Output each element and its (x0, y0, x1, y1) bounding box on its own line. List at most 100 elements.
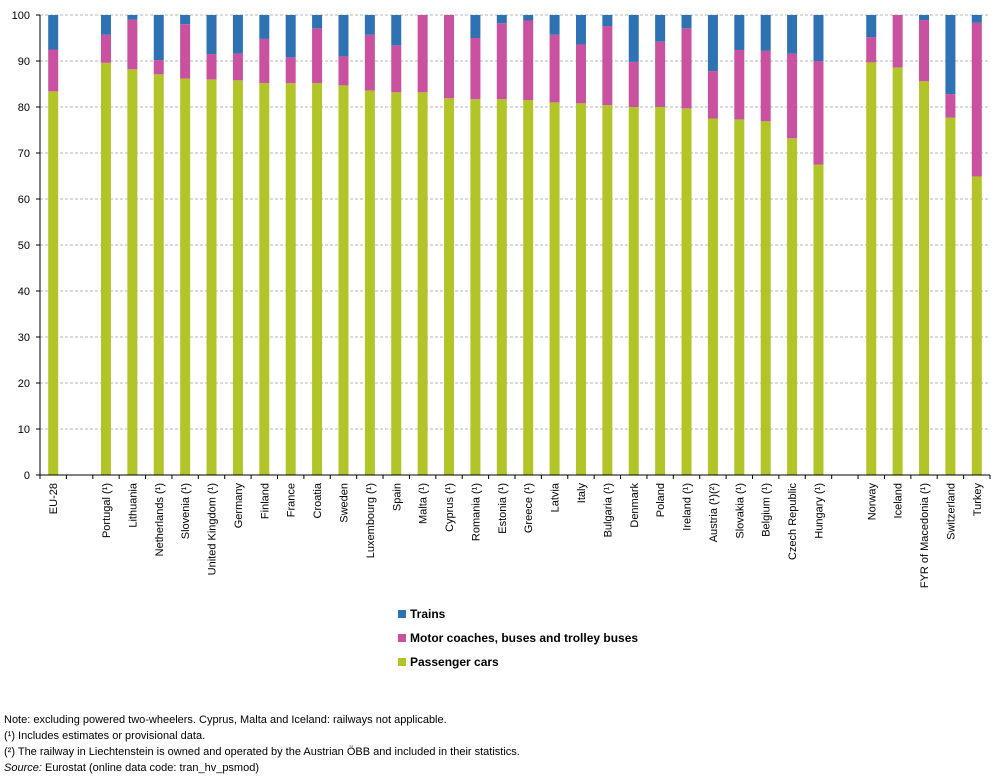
bar-segment (153, 74, 164, 475)
bar-segment (602, 105, 613, 475)
bar-segment (655, 15, 666, 42)
bar-segment (787, 138, 798, 475)
bar-segment (285, 57, 296, 84)
bar-segment (523, 15, 534, 21)
bar-segment (655, 41, 666, 107)
x-category-label: Bulgaria (¹) (602, 483, 614, 537)
bar-segment (681, 28, 692, 109)
legend: Trains Motor coaches, buses and trolley … (398, 602, 638, 674)
bar-segment (681, 15, 692, 29)
x-category-label: Italy (576, 483, 588, 504)
y-tick-label: 0 (24, 470, 30, 482)
bar-segment (813, 61, 824, 165)
x-category-label: Portugal (¹) (101, 483, 113, 538)
y-tick-label: 10 (18, 424, 30, 436)
bar-segment (127, 69, 138, 475)
bar-segment (285, 15, 296, 58)
x-category-label: Latvia (550, 482, 562, 512)
bar-segment (866, 62, 877, 475)
bar-segment (100, 15, 111, 35)
bar-segment (364, 15, 375, 35)
bar-segment (628, 15, 639, 62)
bar-segment (575, 44, 586, 104)
x-category-label: France (286, 483, 298, 517)
bar-segment (707, 118, 718, 475)
bar-segment (259, 83, 270, 475)
bar-segment (470, 99, 481, 476)
bar-segment (892, 67, 903, 475)
x-category-labels: EU-28 Portugal (¹) Lithuania Netherlands (¹… (48, 482, 984, 588)
legend-item-buses: Motor coaches, buses and trolley buses (398, 626, 638, 650)
x-category-label: Luxembourg (¹) (365, 483, 377, 558)
legend-item-cars: Passenger cars (398, 650, 638, 674)
source-text: Eurostat (online data code: tran_hv_psmo… (41, 762, 259, 774)
bar-segment (180, 24, 191, 79)
x-category-label: Iceland (893, 483, 905, 518)
legend-swatch-cars (398, 658, 406, 666)
bar-segment (760, 50, 771, 122)
y-tick-label: 50 (18, 240, 30, 252)
x-category-label: Austria (¹)(²) (708, 483, 720, 542)
x-category-label: Norway (866, 483, 878, 521)
bar-segment (312, 83, 323, 475)
bar-segment (813, 164, 824, 475)
bar-segment (549, 34, 560, 103)
y-tick-label: 60 (18, 194, 30, 206)
x-category-label: EU-28 (48, 483, 60, 514)
note-line-2: (¹) Includes estimates or provisional da… (4, 730, 206, 742)
bars (48, 15, 982, 476)
x-category-label: Finland (259, 483, 271, 519)
bar-segment (153, 60, 164, 75)
x-category-label: United Kingdom (¹) (207, 483, 219, 575)
bar-segment (232, 53, 243, 81)
bar-segment (153, 15, 164, 61)
bar-segment (866, 15, 877, 38)
axes (36, 14, 991, 479)
bar-segment (919, 15, 930, 21)
gridlines (40, 14, 990, 430)
bar-segment (602, 15, 613, 27)
legend-label-cars: Passenger cars (410, 655, 499, 669)
x-category-label: Germany (233, 483, 245, 529)
y-tick-label: 100 (12, 10, 30, 22)
bar-segment (391, 15, 402, 46)
y-tick-label: 20 (18, 378, 30, 390)
bar-segment (48, 91, 59, 476)
legend-swatch-trains (398, 610, 406, 618)
bar-segment (523, 100, 534, 475)
bar-segment (734, 49, 745, 120)
x-category-label: Slovakia (¹) (734, 483, 746, 539)
bar-segment (444, 15, 455, 99)
bar-segment (206, 79, 217, 476)
bar-segment (813, 15, 824, 61)
bar-segment (523, 20, 534, 101)
y-tick-label: 90 (18, 56, 30, 68)
bar-segment (496, 15, 507, 24)
bar-segment (760, 15, 771, 51)
y-tick-label: 30 (18, 332, 30, 344)
bar-segment (575, 15, 586, 45)
footnotes: Note: excluding powered two-wheelers. Cy… (4, 712, 520, 776)
x-category-label: Poland (655, 483, 667, 517)
bar-segment (945, 15, 956, 95)
y-tick-label: 40 (18, 286, 30, 298)
bar-segment (549, 102, 560, 476)
bar-segment (681, 108, 692, 475)
x-category-label: Czech Republic (787, 483, 799, 561)
note-line-3: (²) The railway in Liechtenstein is owne… (4, 746, 520, 758)
y-tick-labels: 0 10 20 30 40 50 60 70 80 90 100 (12, 10, 30, 482)
bar-segment (391, 92, 402, 475)
source-label: Source: (4, 762, 42, 774)
bar-segment (417, 92, 428, 475)
x-category-label: Romania (¹) (470, 483, 482, 541)
x-category-label: Netherlands (¹) (154, 483, 166, 556)
bar-segment (444, 98, 455, 475)
x-category-label: Greece (¹) (523, 483, 535, 533)
x-category-label: Ireland (¹) (682, 483, 694, 531)
bar-segment (496, 23, 507, 100)
x-category-label: Turkey (972, 483, 984, 517)
x-category-label: Estonia (¹) (497, 483, 509, 534)
legend-item-trains: Trains (398, 602, 638, 626)
x-category-label: Spain (391, 483, 403, 511)
bar-segment (180, 15, 191, 25)
